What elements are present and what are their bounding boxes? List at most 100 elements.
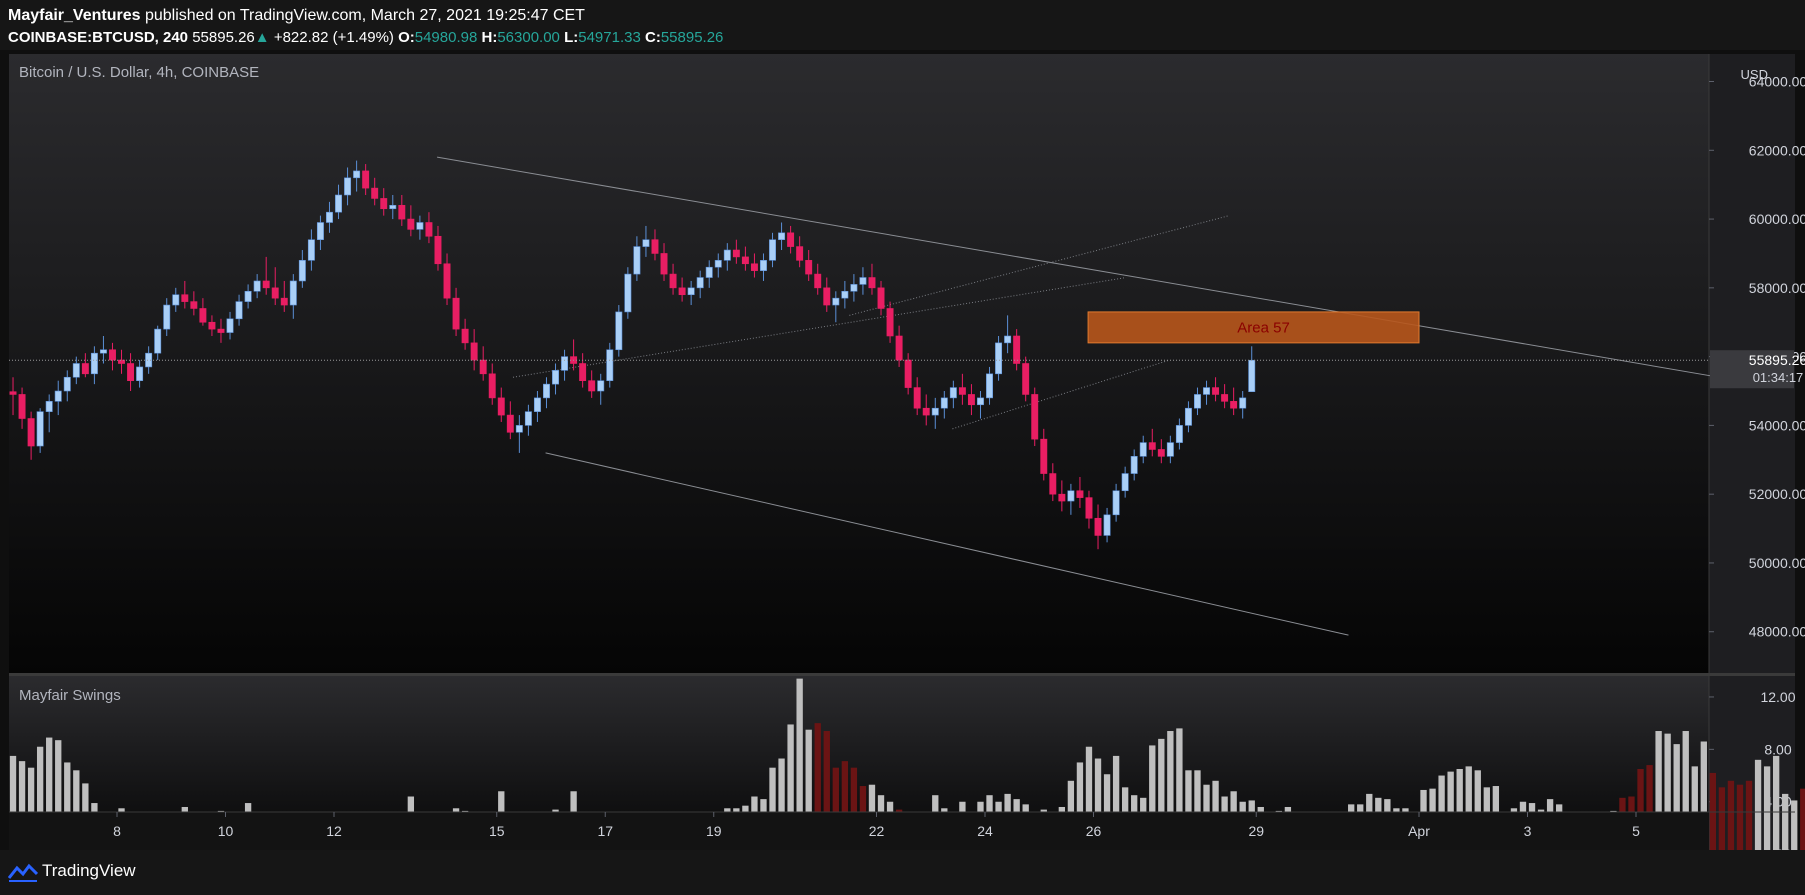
time-tick-label: 22 [869, 823, 885, 839]
swing-bar [1772, 755, 1780, 850]
trendline-layer[interactable]: Area 57 [436, 156, 1740, 636]
last-price-box [1710, 350, 1794, 389]
swing-bar [1763, 766, 1771, 850]
tradingview-logo-icon[interactable] [8, 862, 38, 882]
candle-up [163, 304, 171, 330]
swing-bar [841, 761, 849, 850]
candle-down [579, 363, 587, 381]
candle-up [524, 411, 532, 426]
candle-down [190, 301, 198, 309]
candle-down [479, 359, 487, 375]
candle-down [398, 205, 406, 220]
open-value: 54980.98 [414, 29, 478, 46]
footer: TradingView [0, 850, 1805, 895]
candle-down [886, 308, 894, 337]
time-tick-label: 12 [326, 823, 342, 839]
candle-down [787, 232, 795, 247]
tradingview-brand[interactable]: TradingView [42, 861, 136, 880]
swing-bar [1673, 744, 1680, 850]
candle-down [1085, 497, 1093, 519]
candle-down [913, 387, 921, 409]
symbol-label: COINBASE:BTCUSD, 240 [8, 29, 189, 46]
author-name[interactable]: Mayfair_Ventures [8, 7, 141, 24]
candle-down [1148, 442, 1156, 450]
candle-up [1004, 335, 1012, 344]
candle-down [732, 249, 740, 258]
time-tick-label: 15 [489, 823, 505, 839]
swing-bar [1085, 746, 1093, 850]
swing-bar [1718, 787, 1726, 850]
candle-down [1076, 490, 1084, 498]
candle-up [1121, 473, 1129, 492]
swing-bar [1094, 758, 1102, 850]
candle-down [796, 246, 804, 261]
candle-up [841, 290, 849, 299]
swing-bar [1076, 762, 1084, 850]
candle-up [931, 407, 939, 416]
candle-up [235, 301, 243, 320]
published-text: published on TradingView.com, March 27, … [140, 7, 585, 24]
time-tick-label: 10 [218, 823, 234, 839]
candle-down [127, 363, 135, 381]
candle-down [1013, 335, 1021, 364]
candle-up [289, 280, 297, 306]
candle-up [778, 232, 786, 240]
swing-bar [1655, 731, 1662, 850]
candle-up [1239, 397, 1247, 409]
candle-up [515, 425, 523, 433]
candle-up [90, 352, 98, 375]
time-tick-label: 29 [1248, 823, 1264, 839]
price-tick-label: 52000.00 [1749, 486, 1805, 502]
candle-down [434, 235, 442, 265]
countdown-value: 01:34:17 [1753, 370, 1804, 385]
candle-down [407, 218, 415, 230]
swing-bar [1691, 766, 1698, 850]
swing-bar [850, 767, 858, 850]
candle-down [280, 297, 288, 306]
candle-up [995, 342, 1003, 375]
candle-up [136, 366, 144, 381]
candles [9, 160, 1256, 550]
swing-bar [769, 767, 776, 850]
close-label: C: [645, 29, 661, 46]
candle-down [868, 277, 876, 289]
candle-down [1094, 517, 1102, 536]
candle-up [615, 311, 623, 351]
candle-up [1112, 490, 1120, 516]
candle-down [678, 287, 686, 296]
price-pane-background [9, 54, 1709, 673]
open-label: O: [398, 29, 415, 46]
swing-bar [814, 723, 821, 850]
price-tick-label: 50000.00 [1749, 555, 1805, 571]
low-label: L: [564, 29, 579, 46]
candle-down [497, 397, 505, 416]
candle-up [1203, 387, 1210, 395]
time-axis[interactable]: 8 10 12 15 17 19 22 24 26 29 Apr 3 5 [9, 811, 1795, 850]
indicator-tick-label: 8.00 [1764, 741, 1791, 757]
candle-down [588, 380, 596, 392]
candle-down [877, 287, 885, 309]
swing-bar [1474, 770, 1481, 850]
candle-up [1130, 456, 1138, 474]
candle-down [371, 187, 379, 199]
candle-down [958, 387, 966, 395]
pane-separator[interactable] [9, 673, 1795, 676]
time-tick-label: 24 [977, 823, 993, 839]
swing-bar [1700, 741, 1707, 850]
swing-bar [1637, 769, 1644, 850]
time-tick-label: 26 [1086, 823, 1102, 839]
price-tick-label: 64000.00 [1749, 74, 1805, 90]
currency-label: USD [1741, 67, 1768, 82]
price-pane[interactable]: 48000.0050000.0052000.0054000.0056000.00… [9, 54, 1805, 673]
swing-bar [1194, 770, 1201, 850]
candle-up [1166, 442, 1174, 457]
candle-down [488, 373, 496, 399]
chart-area[interactable]: 48000.0050000.0052000.0054000.0056000.00… [0, 50, 1805, 850]
swing-bar [64, 762, 71, 850]
last-price: 55895.26 [192, 29, 255, 46]
candle-down [18, 394, 26, 419]
candle-down [271, 287, 279, 299]
candle-down [380, 198, 388, 210]
candle-up [99, 349, 107, 354]
candle-up [760, 260, 767, 271]
